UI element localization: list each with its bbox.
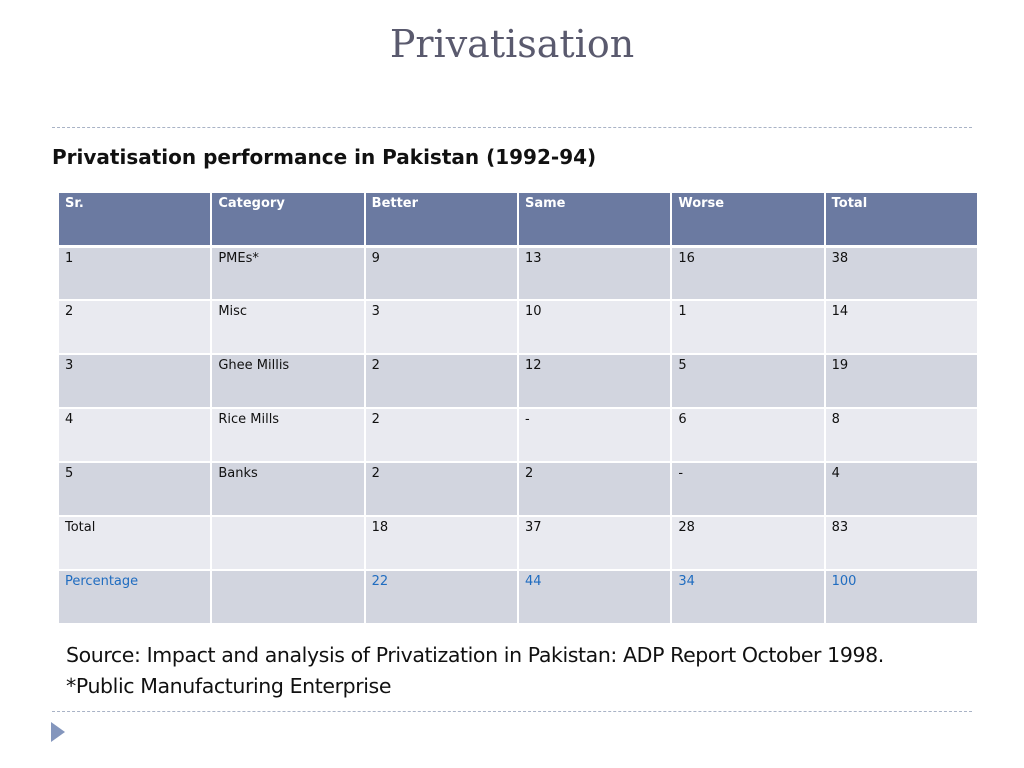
cell-same: 13: [516, 245, 673, 301]
privatisation-table: Sr. Category Better Same Worse Total 1 P…: [56, 191, 979, 625]
cell-sr: Total: [56, 515, 213, 571]
cell-worse: -: [670, 461, 826, 517]
header-category: Category: [210, 191, 366, 248]
table-row: 1 PMEs* 9 13 16 38: [56, 245, 979, 301]
cell-worse: 6: [670, 407, 826, 463]
cell-sr: 2: [56, 299, 213, 355]
cell-better: 18: [363, 515, 519, 571]
cell-better: 9: [363, 245, 519, 301]
source-citation: Source: Impact and analysis of Privatiza…: [66, 643, 884, 667]
cell-sr: 3: [56, 353, 213, 409]
cell-total: 19: [823, 353, 979, 409]
cell-total: 100: [823, 569, 979, 625]
table-percentage-row: Percentage 22 44 34 100: [56, 569, 979, 625]
cell-total: 38: [823, 245, 979, 301]
cell-category: PMEs*: [210, 245, 366, 301]
cell-sr: 1: [56, 245, 213, 301]
header-better: Better: [363, 191, 519, 248]
cell-worse: 34: [670, 569, 826, 625]
header-same: Same: [516, 191, 673, 248]
cell-category: Banks: [210, 461, 366, 517]
header-sr: Sr.: [56, 191, 213, 248]
cell-category: Rice Mills: [210, 407, 366, 463]
header-total: Total: [823, 191, 979, 248]
cell-worse: 16: [670, 245, 826, 301]
cell-better: 2: [363, 461, 519, 517]
triangle-right-icon: [51, 722, 65, 742]
table-row: 4 Rice Mills 2 - 6 8: [56, 407, 979, 463]
table-row: 2 Misc 3 10 1 14: [56, 299, 979, 355]
cell-better: 3: [363, 299, 519, 355]
cell-same: 44: [516, 569, 673, 625]
cell-category: Misc: [210, 299, 366, 355]
cell-same: 12: [516, 353, 673, 409]
cell-category: Ghee Millis: [210, 353, 366, 409]
cell-total: 8: [823, 407, 979, 463]
cell-same: 10: [516, 299, 673, 355]
cell-same: 2: [516, 461, 673, 517]
table-header-row: Sr. Category Better Same Worse Total: [56, 191, 979, 248]
footnote-pme: *Public Manufacturing Enterprise: [66, 674, 392, 698]
bottom-divider: [52, 711, 972, 712]
cell-worse: 28: [670, 515, 826, 571]
cell-better: 22: [363, 569, 519, 625]
cell-sr: 4: [56, 407, 213, 463]
cell-category: [210, 569, 366, 625]
cell-worse: 1: [670, 299, 826, 355]
header-worse: Worse: [670, 191, 826, 248]
cell-total: 4: [823, 461, 979, 517]
source-note: Source: Impact and analysis of Privatiza…: [66, 640, 884, 702]
cell-same: -: [516, 407, 673, 463]
cell-better: 2: [363, 407, 519, 463]
cell-category: [210, 515, 366, 571]
cell-same: 37: [516, 515, 673, 571]
table-row: 5 Banks 2 2 - 4: [56, 461, 979, 517]
cell-sr: Percentage: [56, 569, 213, 625]
slide-title: Privatisation: [389, 22, 635, 66]
cell-worse: 5: [670, 353, 826, 409]
cell-better: 2: [363, 353, 519, 409]
cell-sr: 5: [56, 461, 213, 517]
top-divider: [52, 127, 972, 128]
table-row: 3 Ghee Millis 2 12 5 19: [56, 353, 979, 409]
cell-total: 14: [823, 299, 979, 355]
cell-total: 83: [823, 515, 979, 571]
table-total-row: Total 18 37 28 83: [56, 515, 979, 571]
table-caption: Privatisation performance in Pakistan (1…: [52, 145, 597, 169]
